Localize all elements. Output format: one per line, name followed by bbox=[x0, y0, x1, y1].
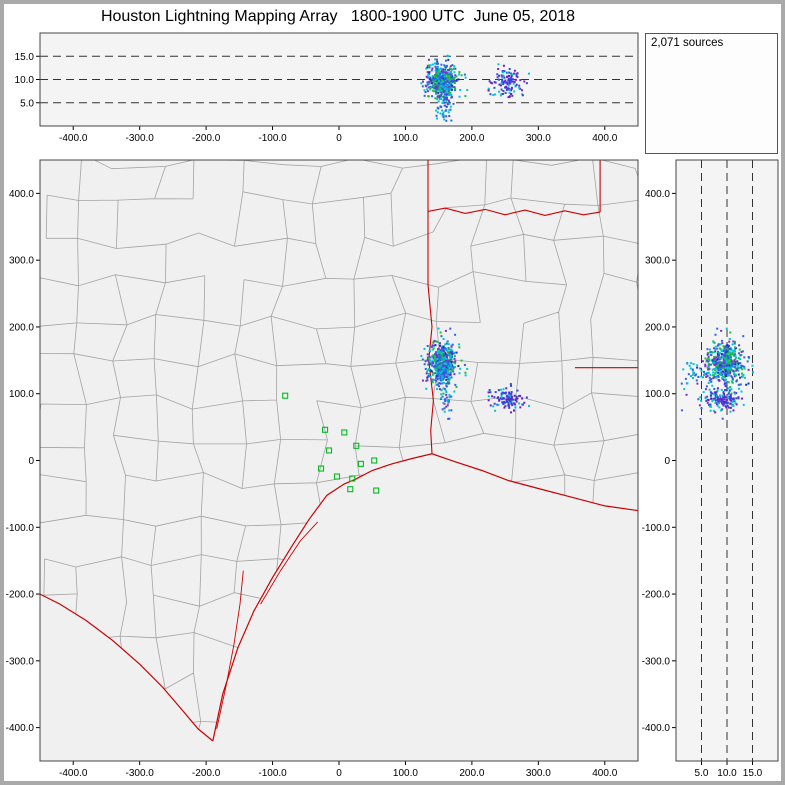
sources-count-box: 2,071 sources bbox=[645, 33, 778, 154]
svg-text:-200.0: -200.0 bbox=[192, 133, 221, 144]
svg-text:10.0: 10.0 bbox=[717, 768, 737, 779]
altitude-ew-panel: 5.0 10.0 15.0 -400.0 -300.0 -200.0 -100.0 0 100.… bbox=[15, 32, 639, 144]
svg-text:10.0: 10.0 bbox=[15, 75, 35, 86]
svg-text:-200.0: -200.0 bbox=[6, 590, 35, 601]
lma-station-markers bbox=[282, 392, 380, 494]
svg-text:-100.0: -100.0 bbox=[258, 768, 287, 779]
svg-text:5.0: 5.0 bbox=[695, 768, 709, 779]
svg-text:400.0: 400.0 bbox=[592, 768, 617, 779]
svg-text:0: 0 bbox=[336, 133, 342, 144]
svg-text:-300.0: -300.0 bbox=[125, 133, 154, 144]
svg-text:15.0: 15.0 bbox=[15, 52, 35, 63]
svg-text:-100.0: -100.0 bbox=[258, 133, 287, 144]
svg-text:0: 0 bbox=[336, 768, 342, 779]
altitude-ns-panel: 5.0 10.0 15.0 400.0 300.0 200.0 100.0 0 -100.0 -2… bbox=[642, 159, 779, 779]
svg-text:-300.0: -300.0 bbox=[642, 656, 671, 667]
svg-text:300.0: 300.0 bbox=[645, 256, 670, 267]
svg-text:5.0: 5.0 bbox=[20, 98, 34, 109]
svg-text:100.0: 100.0 bbox=[9, 389, 34, 400]
svg-text:300.0: 300.0 bbox=[526, 768, 551, 779]
sources-scatter-ew-alt bbox=[420, 54, 530, 122]
svg-text:-100.0: -100.0 bbox=[642, 523, 671, 534]
figure-title: Houston Lightning Mapping Array 1800-190… bbox=[100, 8, 576, 25]
svg-text:300.0: 300.0 bbox=[9, 256, 34, 267]
svg-text:-300.0: -300.0 bbox=[6, 656, 35, 667]
svg-text:-400.0: -400.0 bbox=[642, 723, 671, 734]
svg-text:300.0: 300.0 bbox=[526, 133, 551, 144]
svg-text:100.0: 100.0 bbox=[393, 768, 418, 779]
sources-scatter-plan bbox=[420, 327, 530, 420]
svg-text:-400.0: -400.0 bbox=[6, 723, 35, 734]
svg-text:200.0: 200.0 bbox=[645, 322, 670, 333]
svg-text:200.0: 200.0 bbox=[459, 133, 484, 144]
svg-text:15.0: 15.0 bbox=[743, 768, 763, 779]
svg-text:100.0: 100.0 bbox=[645, 389, 670, 400]
sources-count-label: 2,071 sources bbox=[651, 37, 724, 49]
sources-scatter-alt-ns bbox=[680, 327, 755, 420]
svg-text:0: 0 bbox=[28, 456, 34, 467]
svg-text:-100.0: -100.0 bbox=[6, 523, 35, 534]
svg-text:400.0: 400.0 bbox=[592, 133, 617, 144]
svg-text:200.0: 200.0 bbox=[459, 768, 484, 779]
svg-text:0: 0 bbox=[664, 456, 670, 467]
svg-text:-400.0: -400.0 bbox=[59, 768, 88, 779]
plan-view-map-panel: 400.0 300.0 200.0 100.0 0 -100.0 -200.0 -300.0 -… bbox=[6, 159, 639, 779]
svg-text:200.0: 200.0 bbox=[9, 322, 34, 333]
svg-text:-200.0: -200.0 bbox=[642, 590, 671, 601]
svg-text:400.0: 400.0 bbox=[9, 189, 34, 200]
svg-text:-300.0: -300.0 bbox=[125, 768, 154, 779]
figure-canvas: 5.0 10.0 15.0 -400.0 -300.0 -200.0 -100.0 0 100.… bbox=[6, 32, 779, 779]
svg-text:-200.0: -200.0 bbox=[192, 768, 221, 779]
svg-text:400.0: 400.0 bbox=[645, 189, 670, 200]
svg-text:100.0: 100.0 bbox=[393, 133, 418, 144]
state-borders-and-coastline bbox=[39, 160, 639, 742]
svg-text:-400.0: -400.0 bbox=[59, 133, 88, 144]
